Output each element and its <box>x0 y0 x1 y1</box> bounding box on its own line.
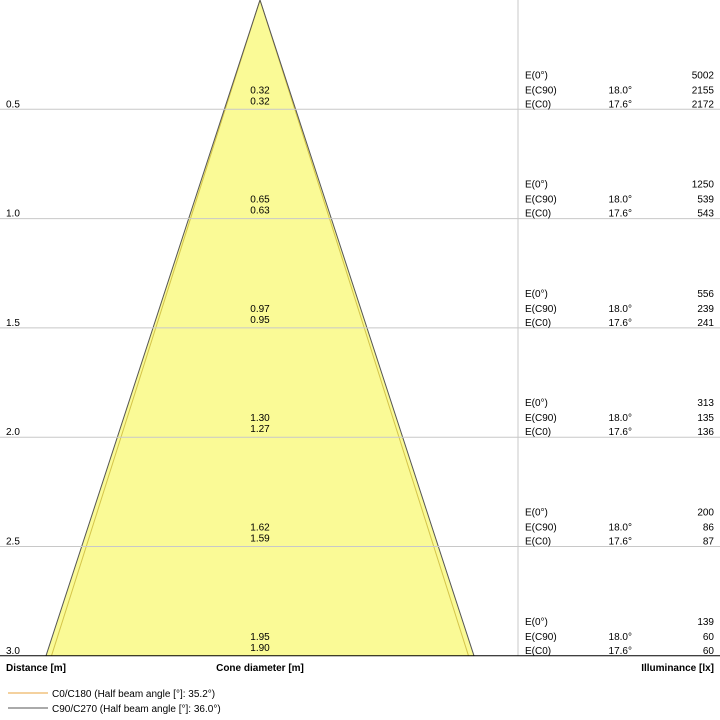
cone-diameter-c0: 0.32 <box>250 96 270 107</box>
cone-diameter-c90: 1.62 <box>250 523 270 534</box>
illuminance-value: 60 <box>703 646 715 657</box>
illuminance-angle: 17.6° <box>609 646 632 657</box>
illuminance-value: 2172 <box>692 99 715 110</box>
illuminance-label: E(C0) <box>525 99 551 110</box>
distance-label: 2.5 <box>6 537 20 548</box>
illuminance-value: 87 <box>703 537 715 548</box>
legend-c0-label: C0/C180 (Half beam angle [°]: 35.2°) <box>52 689 215 700</box>
distance-label: 2.0 <box>6 427 20 438</box>
illuminance-value: 5002 <box>692 70 715 81</box>
illuminance-label: E(0°) <box>525 508 548 519</box>
cone-diameter-c90: 0.97 <box>250 304 270 315</box>
illuminance-label: E(C0) <box>525 318 551 329</box>
illuminance-value: 543 <box>697 209 714 220</box>
illuminance-value: 556 <box>697 289 714 300</box>
illuminance-label: E(C0) <box>525 209 551 220</box>
illuminance-angle: 17.6° <box>609 537 632 548</box>
illuminance-label: E(0°) <box>525 617 548 628</box>
grid-layer <box>0 0 720 657</box>
illuminance-value: 539 <box>697 195 714 206</box>
illuminance-axis-label: Illuminance [lx] <box>641 663 714 674</box>
illuminance-value: 136 <box>697 427 714 438</box>
cone-diameter-c90: 0.65 <box>250 195 270 206</box>
illuminance-angle: 18.0° <box>609 523 632 534</box>
illuminance-angle: 17.6° <box>609 318 632 329</box>
illuminance-angle: 18.0° <box>609 85 632 96</box>
distance-label: 0.5 <box>6 99 20 110</box>
cone-diameter-c0: 1.59 <box>250 534 270 545</box>
cone-diameter-c0: 1.27 <box>250 424 270 435</box>
illuminance-label: E(C90) <box>525 523 557 534</box>
cone-diameter-c90: 1.30 <box>250 413 270 424</box>
illuminance-value: 139 <box>697 617 714 628</box>
illuminance-label: E(C0) <box>525 537 551 548</box>
distance-axis-label: Distance [m] <box>6 663 66 674</box>
illuminance-label: E(C90) <box>525 413 557 424</box>
illuminance-label: E(0°) <box>525 70 548 81</box>
illuminance-value: 313 <box>697 398 714 409</box>
legend-c90-label: C90/C270 (Half beam angle [°]: 36.0°) <box>52 704 221 715</box>
illuminance-value: 200 <box>697 508 714 519</box>
illuminance-label: E(0°) <box>525 398 548 409</box>
illuminance-label: E(C90) <box>525 85 557 96</box>
illuminance-label: E(0°) <box>525 289 548 300</box>
illuminance-angle: 18.0° <box>609 632 632 643</box>
illuminance-angle: 17.6° <box>609 99 632 110</box>
illuminance-value: 239 <box>697 304 714 315</box>
illuminance-value: 135 <box>697 413 714 424</box>
illuminance-value: 241 <box>697 318 714 329</box>
cone-diameter-axis-label: Cone diameter [m] <box>216 663 304 674</box>
illuminance-label: E(C0) <box>525 646 551 657</box>
label-layer: 0.5 0.320.32 E(0°) 5002 E(C90) 18.0° 2155 E(C0)… <box>6 70 715 657</box>
cone-diameter-c90: 1.95 <box>250 632 270 643</box>
illuminance-angle: 17.6° <box>609 209 632 220</box>
cone-diameter-c0: 0.63 <box>250 206 270 217</box>
illuminance-value: 2155 <box>692 85 715 96</box>
illuminance-value: 1250 <box>692 180 715 191</box>
distance-label: 3.0 <box>6 646 20 657</box>
illuminance-label: E(C90) <box>525 632 557 643</box>
cone-diameter-c0: 0.95 <box>250 315 270 326</box>
illuminance-label: E(0°) <box>525 180 548 191</box>
illuminance-label: E(C90) <box>525 195 557 206</box>
illuminance-angle: 18.0° <box>609 195 632 206</box>
distance-label: 1.5 <box>6 318 20 329</box>
illuminance-angle: 17.6° <box>609 427 632 438</box>
distance-label: 1.0 <box>6 209 20 220</box>
illuminance-label: E(C90) <box>525 304 557 315</box>
illuminance-value: 86 <box>703 523 715 534</box>
cone-diameter-c0: 1.90 <box>250 643 270 654</box>
cone-diameter-c90: 0.32 <box>250 85 270 96</box>
illuminance-label: E(C0) <box>525 427 551 438</box>
illuminance-angle: 18.0° <box>609 413 632 424</box>
illuminance-angle: 18.0° <box>609 304 632 315</box>
illuminance-value: 60 <box>703 632 715 643</box>
